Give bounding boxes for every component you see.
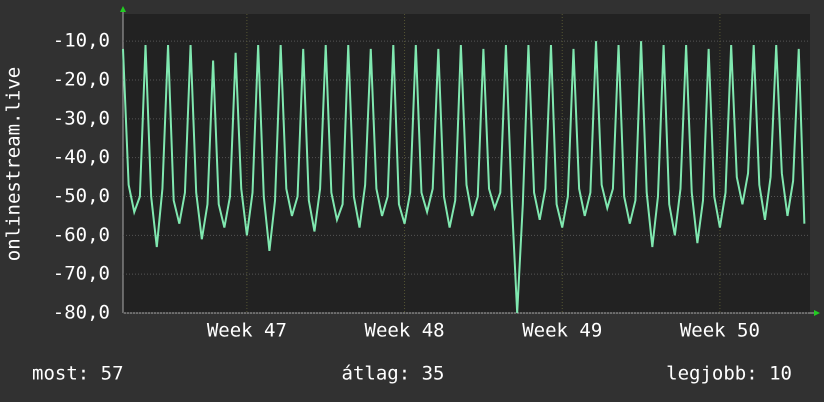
x-tick-label: Week 49 [522, 320, 602, 342]
y-axis-label: onlinestream.live [3, 67, 25, 261]
x-tick-label: Week 47 [207, 320, 287, 342]
x-tick-label: Week 48 [365, 320, 445, 342]
data-line [122, 41, 806, 314]
y-tick-label: -50,0 [53, 185, 110, 207]
y-tick-label: -40,0 [53, 146, 110, 168]
y-arrow [120, 6, 126, 12]
footer-best: legjobb: 10 [666, 363, 792, 385]
y-tick-label: -80,0 [53, 302, 110, 324]
y-tick-label: -10,0 [53, 30, 110, 52]
x-arrow [814, 310, 820, 316]
footer-average: átlag: 35 [342, 363, 445, 385]
footer-last: most: 57 [32, 363, 124, 385]
y-tick-label: -30,0 [53, 107, 110, 129]
x-tick-label: Week 50 [680, 320, 760, 342]
y-tick-label: -20,0 [53, 69, 110, 91]
y-tick-label: -60,0 [53, 224, 110, 246]
y-tick-label: -70,0 [53, 263, 110, 285]
